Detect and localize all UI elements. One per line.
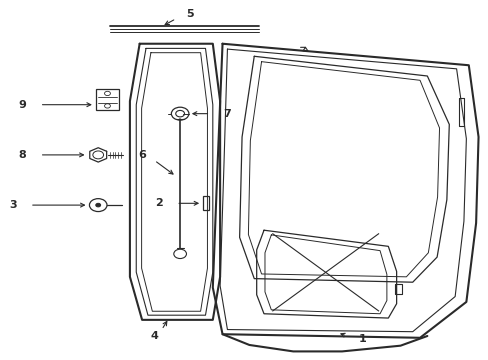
Text: 6: 6	[138, 150, 146, 160]
Text: 8: 8	[19, 150, 26, 160]
Circle shape	[96, 203, 101, 207]
Text: 2: 2	[155, 198, 163, 208]
Bar	[96, 89, 119, 110]
Text: 7: 7	[223, 109, 231, 119]
Text: 3: 3	[9, 200, 17, 210]
Text: 4: 4	[150, 332, 158, 341]
Text: 1: 1	[358, 334, 366, 344]
Bar	[203, 196, 208, 211]
Text: 5: 5	[186, 9, 193, 19]
Text: 9: 9	[19, 100, 26, 110]
